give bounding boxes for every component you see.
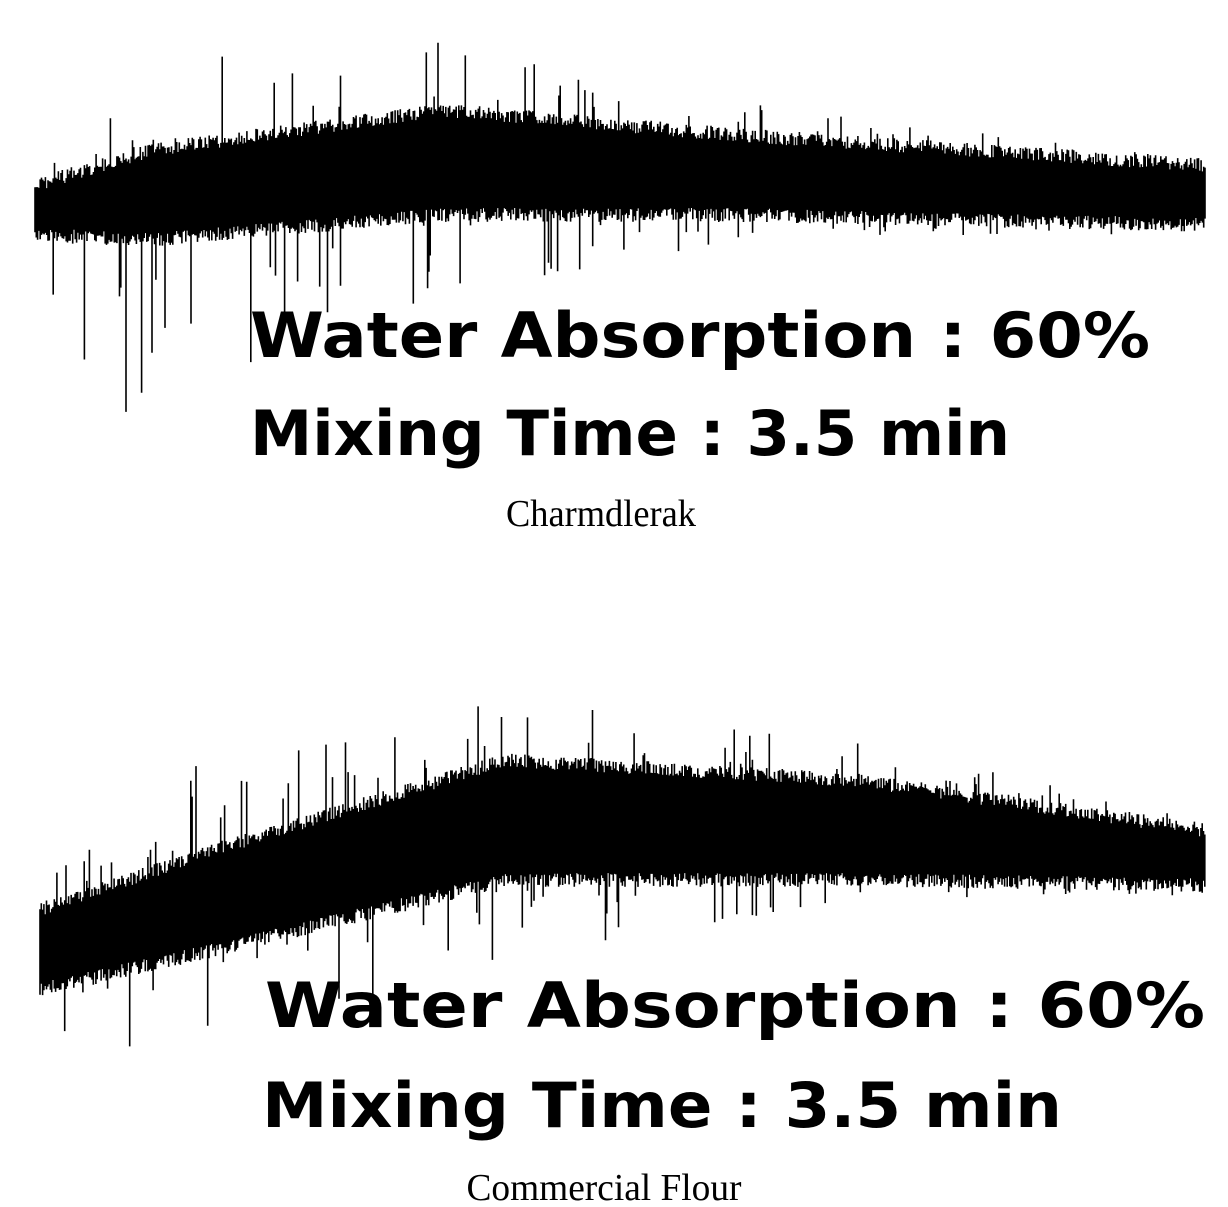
- water-absorption-label: Water Absorption : 60%: [265, 969, 1205, 1042]
- caption: Charmdlerak: [506, 493, 696, 535]
- water-absorption-label: Water Absorption : 60%: [250, 299, 1150, 372]
- figure: Water Absorption : 60% Mixing Time : 3.5…: [0, 0, 1228, 1207]
- mixing-time-label: Mixing Time : 3.5 min: [262, 1069, 1062, 1142]
- caption: Commercial Flour: [467, 1167, 742, 1207]
- mixing-time-label: Mixing Time : 3.5 min: [250, 397, 1010, 470]
